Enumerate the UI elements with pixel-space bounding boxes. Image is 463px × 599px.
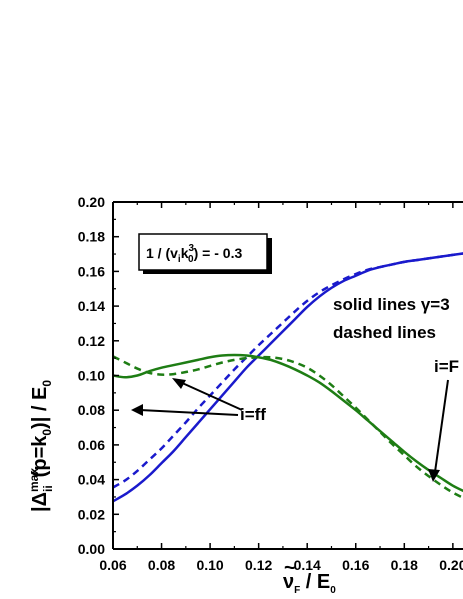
y-axis-title: |Δmaxii(p=k0)| / E0 xyxy=(27,380,55,512)
arrow-ff-right xyxy=(428,379,449,482)
ticks: 0.06 0.08 0.10 0.12 0.14 0.16 0.18 0.20 0.00 0.02… xyxy=(78,194,463,573)
x-tick-label: 0.20 xyxy=(439,557,463,573)
series-layer xyxy=(113,252,463,503)
x-tick-label: 0.12 xyxy=(245,557,272,573)
series-green-solid-line xyxy=(113,353,463,493)
annotation-solid-lines: solid lines γ=3 xyxy=(333,295,450,314)
x-tick-label: 0.16 xyxy=(342,557,369,573)
y-tick-label: 0.02 xyxy=(78,506,105,522)
y-tick-label: 0.12 xyxy=(78,333,105,349)
y-tick-label: 0.00 xyxy=(78,541,105,557)
x-tick-label: 0.18 xyxy=(391,557,418,573)
y-tick-label: 0.18 xyxy=(78,229,105,245)
y-tick-label: 0.04 xyxy=(78,472,105,488)
arrow-ff-lower xyxy=(131,404,239,416)
annotation-ff-partial: i=F xyxy=(434,357,459,376)
x-tick-label: 0.10 xyxy=(196,557,223,573)
y-tick-label: 0.20 xyxy=(78,194,105,210)
y-tick-label: 0.16 xyxy=(78,263,105,279)
inset-label-box: 1 / (vik3 0) = - 0.3 xyxy=(138,233,272,274)
series-green-dashed-line xyxy=(113,355,463,500)
x-tick-label: 0.06 xyxy=(99,557,126,573)
series-blue-dashed-line xyxy=(113,252,463,489)
x-tick-label: 0.14 xyxy=(294,557,321,573)
x-axis-title-accent: ~ xyxy=(284,557,296,579)
y-tick-label: 0.08 xyxy=(78,402,105,418)
x-tick-label: 0.08 xyxy=(148,557,175,573)
annotation-ff: i=ff xyxy=(240,405,266,424)
y-tick-label: 0.10 xyxy=(78,368,105,384)
x-axis-title: νF / E0 xyxy=(283,571,336,596)
annotation-dashed-lines: dashed lines xyxy=(333,323,436,342)
series-blue-solid-line xyxy=(113,252,463,503)
inset-label: 1 / (vik3 0) = - 0.3 xyxy=(146,243,242,265)
y-tick-label: 0.06 xyxy=(78,437,105,453)
arrow-ff-upper xyxy=(172,378,243,411)
y-tick-label: 0.14 xyxy=(78,298,105,314)
